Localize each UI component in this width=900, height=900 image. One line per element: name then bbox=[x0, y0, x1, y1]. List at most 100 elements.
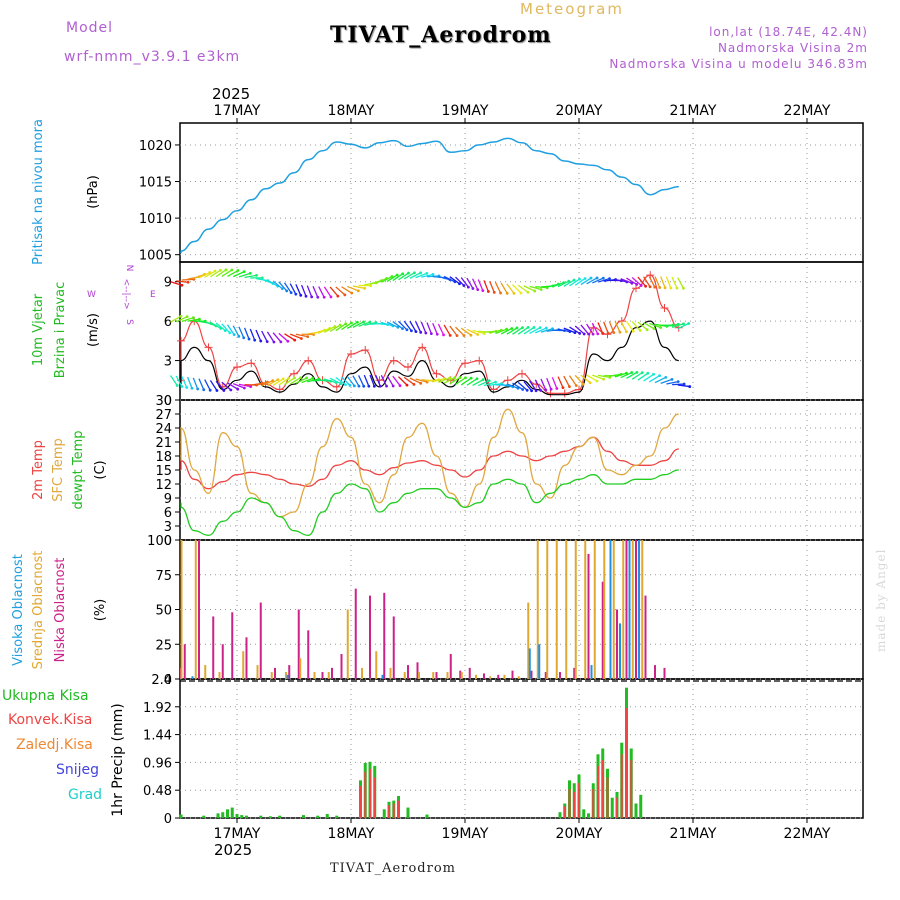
wind-arrow bbox=[637, 372, 649, 381]
wind-arrow bbox=[677, 322, 689, 330]
wind-arrow bbox=[540, 378, 547, 391]
wind-gust-marker bbox=[290, 369, 298, 378]
wind-arrow-head bbox=[687, 322, 691, 325]
cloud-high-bar bbox=[638, 540, 640, 679]
wind-arrow-head bbox=[532, 326, 536, 329]
bottom-date-3: 20MAY bbox=[556, 826, 603, 842]
wind-arrow-head bbox=[658, 286, 662, 289]
wind-arrow bbox=[278, 332, 289, 342]
wind-arrow-head bbox=[419, 330, 423, 334]
wind-arrow bbox=[272, 378, 284, 386]
precip-conv-bar bbox=[592, 789, 595, 818]
wind-arrow-head bbox=[180, 283, 184, 287]
wind-arrow bbox=[289, 333, 302, 340]
wind-arrow bbox=[170, 281, 183, 286]
compass-n: N bbox=[124, 265, 134, 272]
wind-arrow-head bbox=[512, 291, 516, 295]
wind-arrow-head bbox=[435, 332, 439, 336]
wind-arrow-head bbox=[279, 340, 283, 344]
wind-arrow-head bbox=[344, 383, 347, 387]
wind-arrow bbox=[295, 333, 308, 338]
wind-arrow bbox=[415, 378, 428, 383]
wind-arrow bbox=[443, 275, 456, 283]
wind-arrow bbox=[552, 281, 564, 288]
wind-arrow-head bbox=[653, 285, 657, 289]
wind-arrow-head bbox=[294, 292, 298, 296]
wind-arrow-head bbox=[505, 327, 509, 331]
cloud-low-bar bbox=[183, 644, 186, 679]
precip-total-bar bbox=[259, 815, 263, 818]
wind-arrow bbox=[586, 277, 598, 285]
wind-arrow-head bbox=[625, 371, 628, 375]
wind-arrow bbox=[500, 282, 508, 294]
wind-arrow-head bbox=[601, 332, 605, 335]
wind-arrow-head bbox=[247, 337, 251, 341]
cloud-low-bar bbox=[544, 672, 547, 679]
wind-arrow-head bbox=[544, 326, 548, 330]
wind-arrow bbox=[512, 327, 523, 335]
cloud-mid-bar bbox=[389, 667, 392, 679]
cloud-high-bar bbox=[590, 665, 593, 679]
product-name: Meteogram bbox=[520, 0, 624, 18]
precip-legend-frozen: Zaledj.Kisa bbox=[16, 737, 93, 753]
wind-arrow bbox=[455, 276, 465, 287]
wind-arrow bbox=[392, 273, 404, 282]
wind-arrow-head bbox=[180, 385, 184, 388]
precip-conv-bar bbox=[625, 707, 628, 818]
wind-arrow bbox=[614, 320, 621, 333]
wind-arrow-head bbox=[455, 334, 459, 338]
wind-arrow bbox=[403, 320, 412, 332]
wind-arrow bbox=[523, 285, 535, 292]
wind-arrow bbox=[591, 322, 599, 335]
wind-arrow bbox=[455, 377, 466, 385]
wind-gust-marker bbox=[247, 359, 256, 368]
cloud-label-low: Niska Oblacnost bbox=[53, 558, 68, 663]
wind-arrow bbox=[335, 323, 347, 332]
wind-arrow-head bbox=[352, 384, 356, 388]
wind-arrow bbox=[625, 320, 634, 332]
wind-arrow-head bbox=[644, 284, 647, 288]
wind-arrow bbox=[210, 269, 221, 278]
cloud-high-bar bbox=[538, 644, 541, 679]
cloud-low-bar bbox=[468, 667, 471, 679]
wind-arrow bbox=[244, 274, 257, 279]
precip-total-bar bbox=[425, 814, 429, 818]
ytick-label-3-3: 75 bbox=[155, 569, 172, 584]
wind-arrow-head bbox=[249, 385, 253, 388]
wind-arrow bbox=[506, 327, 518, 335]
wind-arrow-head bbox=[631, 329, 635, 333]
precip-total-bar bbox=[245, 815, 248, 818]
wind-arrow-head bbox=[476, 288, 480, 292]
footer-station: TIVAT_Aerodrom bbox=[330, 861, 456, 876]
cloud-low-bar bbox=[459, 670, 462, 679]
cloud-mid-bar bbox=[375, 651, 378, 679]
wind-arrow-head bbox=[425, 272, 429, 275]
precip-total-bar bbox=[335, 815, 339, 818]
cloud-high-bar bbox=[628, 540, 631, 679]
ytick-label-1-2: 6 bbox=[164, 315, 172, 330]
wind-arrow-head bbox=[229, 388, 233, 392]
wind-arrow-head bbox=[228, 331, 232, 335]
wind-arrow bbox=[449, 276, 460, 285]
wind-arrow-head bbox=[425, 380, 429, 384]
wind-arrow bbox=[232, 325, 240, 337]
wind-arrow-head bbox=[280, 287, 284, 291]
wind-arrow bbox=[306, 285, 313, 298]
wind-arrow bbox=[204, 321, 217, 327]
top-date-3: 20MAY bbox=[556, 103, 603, 119]
wind-arrow-head bbox=[286, 339, 290, 343]
wind-arrow bbox=[574, 277, 586, 286]
wind-arrow-head bbox=[581, 382, 585, 386]
wind-arrow-head bbox=[350, 291, 354, 295]
wind-arrow bbox=[609, 373, 622, 377]
wind-arrow bbox=[494, 281, 502, 294]
wind-arrow bbox=[210, 321, 222, 329]
page-title: TIVAT_Aerodrom bbox=[330, 22, 552, 48]
wind-arrow bbox=[329, 377, 342, 385]
wind-arrow-head bbox=[462, 334, 466, 337]
wind-arrow bbox=[437, 323, 445, 336]
wind-arrow bbox=[358, 321, 371, 327]
wind-arrow bbox=[187, 318, 200, 322]
ytick-label-1-1: 3 bbox=[164, 355, 172, 370]
ytick-label-0-1: 1010 bbox=[139, 212, 172, 227]
